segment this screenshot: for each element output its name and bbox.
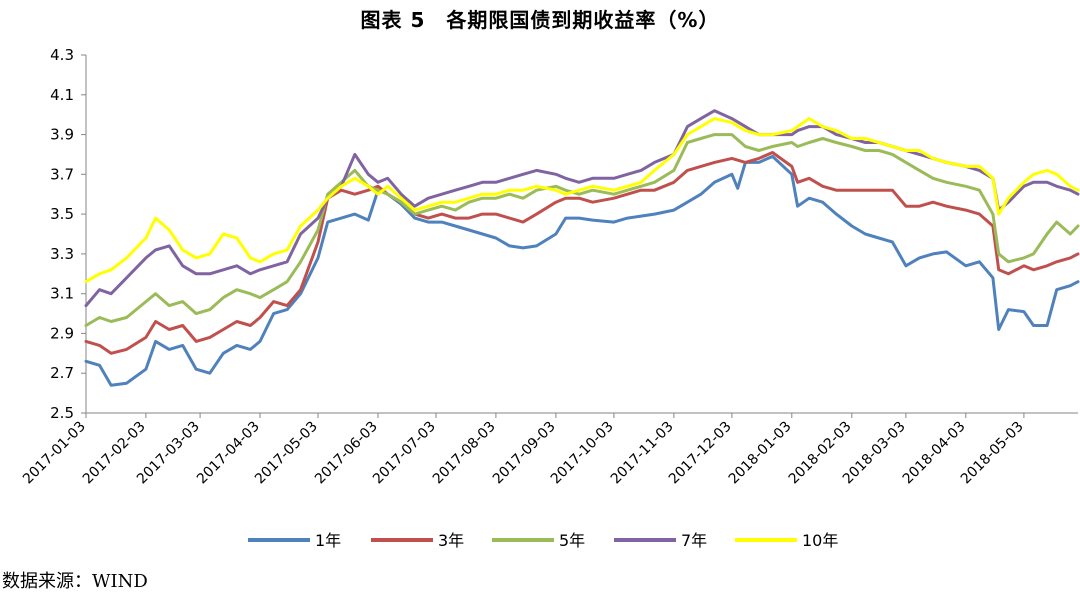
y-tick-label: 2.7 xyxy=(50,364,74,382)
y-tick-label: 3.9 xyxy=(50,126,74,144)
x-axis: 2017-01-032017-02-032017-03-032017-04-03… xyxy=(20,412,1078,488)
y-tick-label: 2.5 xyxy=(50,404,74,422)
x-tick-label: 2017-12-03 xyxy=(666,419,735,488)
x-tick-label: 2018-05-03 xyxy=(958,419,1027,488)
legend-label: 7年 xyxy=(681,531,707,550)
legend-label: 5年 xyxy=(559,531,585,550)
x-tick-label: 2017-07-03 xyxy=(370,419,439,488)
y-tick-label: 3.5 xyxy=(50,205,74,223)
legend-item: 3年 xyxy=(371,531,464,550)
legend-item: 1年 xyxy=(248,531,341,550)
source-note: 数据来源：WIND xyxy=(2,571,148,592)
series-line xyxy=(84,133,1080,327)
y-tick-label: 4.3 xyxy=(50,46,74,64)
x-tick-label: 2017-10-03 xyxy=(548,419,617,488)
y-tick-label: 3.7 xyxy=(50,165,74,183)
y-tick-label: 3.1 xyxy=(50,285,74,303)
y-tick-label: 3.3 xyxy=(50,245,74,263)
x-tick-label: 2018-01-03 xyxy=(726,419,795,488)
legend-label: 1年 xyxy=(315,531,341,550)
legend-item: 10年 xyxy=(735,531,838,550)
x-tick-label: 2017-08-03 xyxy=(430,419,499,488)
legend: 1年 3年 5年 7年 10年 xyxy=(248,531,838,550)
series-line xyxy=(84,117,1080,284)
legend-label: 10年 xyxy=(802,531,838,550)
series-line xyxy=(84,109,1080,308)
series-line xyxy=(84,154,1080,387)
y-axis: 2.5 2.7 2.9 3.1 3.3 3.5 3.7 3.9 4.1 4.3 xyxy=(50,46,87,422)
chart-title: 图表 5 各期限国债到期收益率（%） xyxy=(360,8,720,32)
x-tick-label: 2017-01-03 xyxy=(20,419,89,488)
y-tick-label: 2.9 xyxy=(50,324,74,342)
x-tick-label: 2017-05-03 xyxy=(252,419,321,488)
series-lines xyxy=(84,109,1080,387)
y-tick-label: 4.1 xyxy=(50,86,74,104)
legend-item: 7年 xyxy=(614,531,707,550)
legend-label: 3年 xyxy=(438,531,464,550)
legend-item: 5年 xyxy=(492,531,585,550)
series-line xyxy=(84,151,1080,355)
